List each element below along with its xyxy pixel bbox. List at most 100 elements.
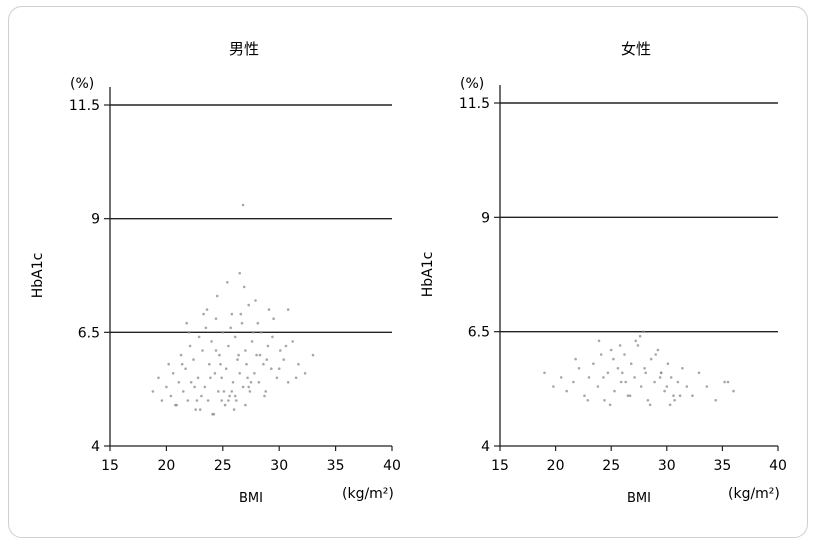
data-point-female — [644, 371, 647, 375]
data-point-female — [616, 367, 620, 370]
data-point-male — [275, 376, 279, 380]
y-tick-label-male-2: 9 — [91, 212, 100, 228]
y-tick-label-male-0: 4 — [91, 439, 100, 455]
data-point-male — [266, 344, 270, 348]
data-point-male — [235, 399, 238, 402]
data-point-male — [203, 385, 207, 389]
y-tick-label-female-3: 11.5 — [459, 96, 490, 112]
data-point-female — [673, 399, 676, 402]
data-point-male — [184, 367, 187, 371]
data-point-male — [245, 362, 248, 366]
data-point-male — [151, 390, 155, 393]
data-point-male — [165, 385, 168, 389]
data-point-female — [583, 394, 586, 398]
data-point-female — [681, 367, 684, 370]
x-tick-label-male-5: 40 — [383, 458, 401, 474]
x-axis-title-male: BMI — [239, 491, 263, 506]
data-point-male — [227, 344, 230, 348]
data-point-female — [659, 371, 663, 375]
data-point-male — [267, 308, 271, 311]
data-point-female — [629, 362, 633, 366]
data-point-female — [618, 344, 622, 347]
data-point-female — [642, 330, 645, 334]
data-point-female — [672, 394, 675, 398]
data-point-male — [250, 340, 254, 343]
data-point-female — [678, 394, 682, 398]
data-point-female — [663, 389, 666, 393]
data-point-female — [685, 385, 689, 388]
data-point-male — [212, 412, 216, 416]
data-point-male — [157, 376, 160, 380]
data-point-male — [249, 381, 253, 384]
y-axis-title-female: HbA1c — [420, 252, 436, 298]
data-point-female — [565, 389, 568, 393]
data-point-female — [609, 348, 613, 352]
data-point-male — [208, 362, 211, 366]
data-point-female — [608, 403, 612, 407]
data-point-male — [264, 390, 268, 393]
data-point-male — [220, 376, 223, 380]
data-point-female — [649, 357, 653, 361]
data-point-male — [185, 321, 188, 325]
data-point-female — [602, 376, 605, 379]
data-point-female — [619, 380, 623, 384]
data-point-male — [206, 399, 210, 402]
y-tick-label-female-1: 6.5 — [468, 325, 490, 341]
data-point-female — [665, 385, 669, 388]
data-point-male — [248, 390, 252, 393]
data-point-female — [543, 371, 546, 375]
data-point-male — [241, 203, 245, 207]
data-point-female — [723, 380, 726, 384]
data-point-male — [303, 372, 307, 375]
data-point-male — [247, 303, 250, 307]
data-point-female — [587, 376, 591, 379]
y-tick-label-female-2: 9 — [481, 210, 490, 226]
data-point-male — [213, 372, 217, 375]
data-point-male — [210, 340, 213, 343]
data-point-female — [552, 385, 555, 388]
data-point-female — [603, 399, 606, 402]
data-point-male — [244, 349, 247, 352]
data-point-male — [246, 376, 249, 380]
data-point-female — [623, 353, 626, 356]
data-point-male — [263, 394, 266, 398]
data-point-female — [648, 403, 652, 407]
data-point-male — [171, 372, 175, 375]
data-point-male — [221, 331, 225, 334]
x-tick-label-male-1: 20 — [157, 458, 175, 474]
data-point-male — [311, 353, 315, 357]
data-point-male — [224, 367, 228, 371]
data-point-male — [291, 340, 295, 343]
data-point-female — [597, 339, 601, 343]
data-point-male — [262, 362, 265, 366]
data-point-male — [214, 349, 218, 352]
data-point-female — [592, 362, 595, 366]
data-point-male — [222, 390, 226, 393]
y-unit-label-male: (%) — [70, 76, 94, 92]
data-point-female — [714, 399, 717, 402]
data-point-male — [284, 344, 288, 348]
data-point-male — [240, 321, 244, 325]
x-tick-label-female-2: 25 — [602, 458, 620, 474]
data-point-female — [726, 380, 730, 384]
data-point-female — [638, 334, 642, 338]
data-point-female — [572, 380, 575, 384]
data-point-male — [282, 358, 286, 361]
data-point-male — [186, 399, 190, 402]
x-unit-label-female: (kg/m²) — [728, 486, 780, 502]
y-tick-label-male-3: 11.5 — [69, 98, 100, 114]
data-point-female — [624, 380, 627, 384]
data-point-female — [606, 371, 610, 375]
panel-title-male: 男性 — [229, 40, 259, 58]
data-point-female — [633, 376, 636, 379]
data-point-female — [621, 371, 624, 375]
data-point-female — [654, 353, 657, 356]
data-point-male — [279, 349, 282, 352]
data-point-male — [242, 285, 246, 289]
data-point-male — [228, 394, 231, 398]
data-point-male — [231, 381, 235, 384]
data-point-male — [193, 385, 196, 389]
data-point-female — [732, 389, 735, 393]
x-tick-label-female-3: 30 — [658, 458, 676, 474]
